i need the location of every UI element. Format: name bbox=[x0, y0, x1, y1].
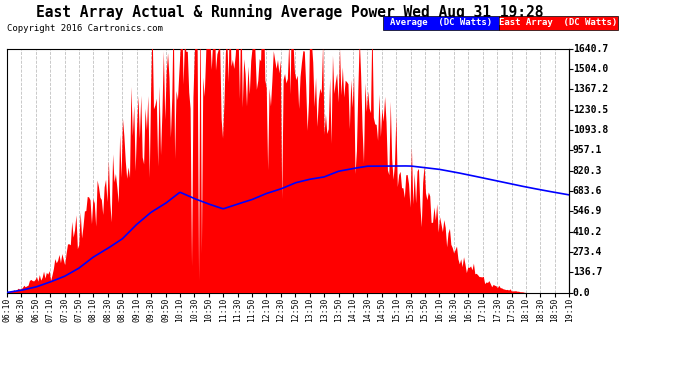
Text: 1367.2: 1367.2 bbox=[573, 84, 608, 94]
Text: 1230.5: 1230.5 bbox=[573, 105, 608, 115]
Text: 1504.0: 1504.0 bbox=[573, 64, 608, 74]
Text: 136.7: 136.7 bbox=[573, 267, 602, 277]
Text: Copyright 2016 Cartronics.com: Copyright 2016 Cartronics.com bbox=[7, 24, 163, 33]
Text: 820.3: 820.3 bbox=[573, 166, 602, 176]
Text: 1640.7: 1640.7 bbox=[573, 44, 608, 54]
Text: 1093.8: 1093.8 bbox=[573, 125, 608, 135]
Text: 0.0: 0.0 bbox=[573, 288, 591, 297]
Text: 957.1: 957.1 bbox=[573, 145, 602, 155]
Text: 410.2: 410.2 bbox=[573, 226, 602, 237]
Text: East Array Actual & Running Average Power Wed Aug 31 19:28: East Array Actual & Running Average Powe… bbox=[36, 4, 544, 20]
Text: 546.9: 546.9 bbox=[573, 206, 602, 216]
Text: East Array  (DC Watts): East Array (DC Watts) bbox=[500, 18, 618, 27]
Text: 683.6: 683.6 bbox=[573, 186, 602, 196]
Text: Average  (DC Watts): Average (DC Watts) bbox=[390, 18, 492, 27]
Text: 273.4: 273.4 bbox=[573, 247, 602, 257]
